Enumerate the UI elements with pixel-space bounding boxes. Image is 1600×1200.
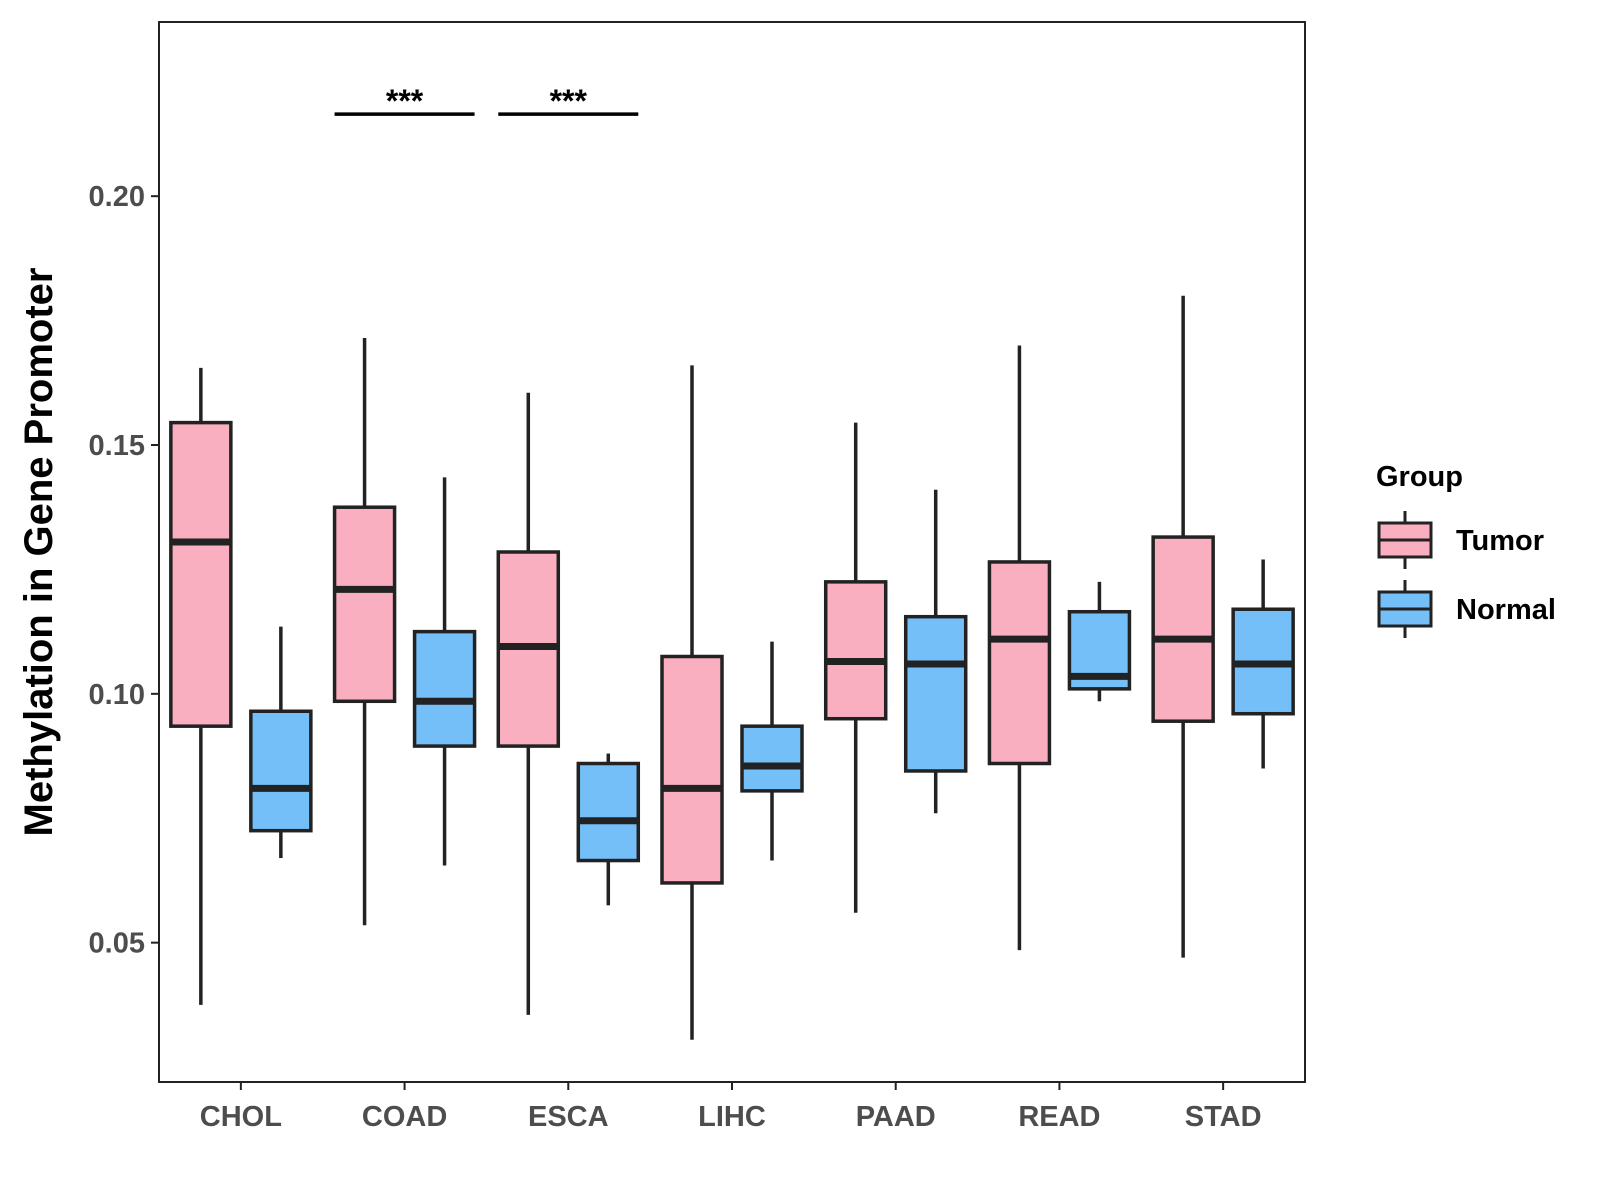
legend-item-tumor: Tumor — [1377, 511, 1544, 569]
box-tumor-read — [987, 345, 1052, 951]
x-axis: CHOL COAD ESCA LIHC PAAD READ STAD — [200, 1082, 1262, 1133]
y-axis: 0.05 0.10 0.15 0.20 — [89, 181, 159, 960]
boxes-layer — [169, 295, 1295, 1040]
box-iqr — [249, 709, 313, 833]
box-iqr — [169, 420, 233, 728]
box-iqr — [740, 724, 804, 793]
y-axis-title: Methylation in Gene Promoter — [17, 268, 61, 837]
legend-item-normal: Normal — [1377, 580, 1556, 638]
x-tick-label-paad: PAAD — [856, 1101, 936, 1133]
box-iqr — [660, 654, 724, 885]
box-iqr — [903, 614, 968, 773]
box-iqr — [576, 761, 641, 863]
y-tick-label: 0.15 — [89, 430, 145, 462]
box-iqr — [412, 629, 477, 748]
box-normal-lihc — [740, 641, 804, 861]
significance-label: *** — [386, 83, 424, 119]
annotations-layer: *** *** — [334, 83, 639, 119]
x-tick-label-coad: COAD — [362, 1101, 447, 1133]
y-tick-label: 0.10 — [89, 679, 145, 711]
legend-title: Group — [1376, 461, 1463, 493]
box-tumor-paad — [823, 422, 888, 913]
box-tumor-chol — [169, 367, 233, 1005]
box-normal-read — [1067, 581, 1132, 702]
y-tick-label: 0.05 — [89, 928, 145, 960]
x-tick-label-lihc: LIHC — [698, 1101, 766, 1133]
box-iqr — [1151, 535, 1215, 723]
x-tick-label-chol: CHOL — [200, 1101, 282, 1133]
box-iqr — [987, 560, 1052, 766]
box-tumor-stad — [1151, 295, 1215, 958]
legend: Group Tumor Normal — [1376, 461, 1556, 638]
legend-label-normal: Normal — [1456, 594, 1556, 626]
box-iqr — [332, 505, 397, 704]
x-tick-label-stad: STAD — [1185, 1101, 1262, 1133]
box-normal-esca — [576, 753, 641, 906]
box-tumor-lihc — [660, 365, 724, 1040]
x-tick-label-esca: ESCA — [528, 1101, 609, 1133]
box-normal-chol — [249, 626, 313, 859]
box-normal-stad — [1231, 559, 1295, 769]
box-normal-coad — [412, 477, 477, 866]
x-tick-label-read: READ — [1018, 1101, 1100, 1133]
significance-label: *** — [550, 83, 588, 119]
box-iqr — [823, 580, 888, 721]
box-normal-paad — [903, 489, 968, 814]
box-tumor-coad — [332, 338, 397, 926]
y-tick-label: 0.20 — [89, 181, 145, 213]
legend-label-tumor: Tumor — [1456, 525, 1544, 557]
box-tumor-esca — [496, 392, 561, 1015]
